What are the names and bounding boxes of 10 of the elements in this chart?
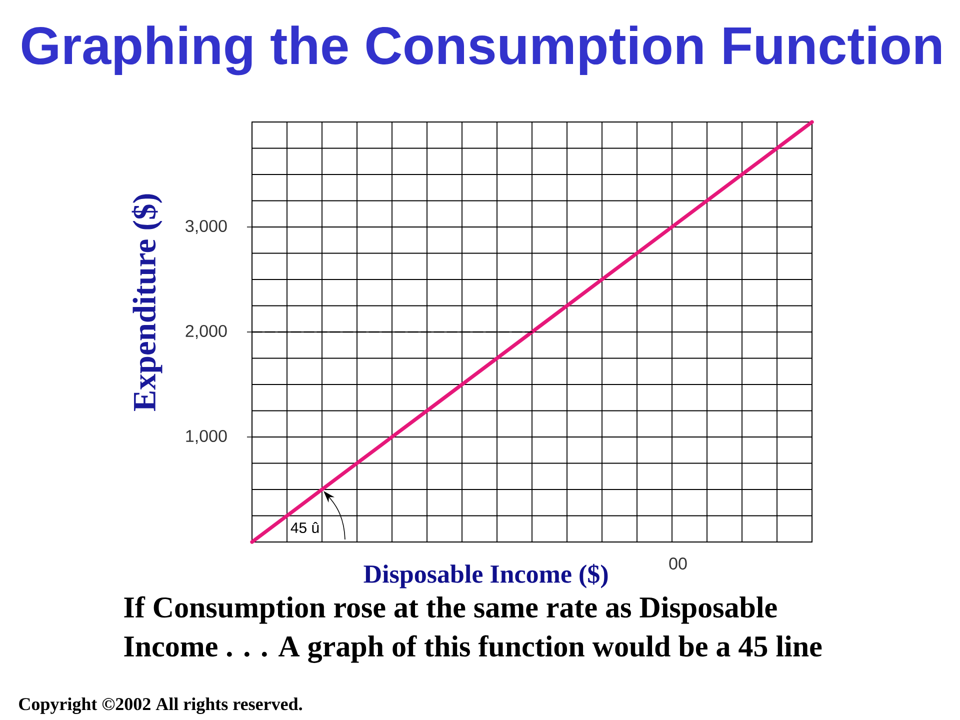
x-axis-title: Disposable Income ($)	[364, 564, 608, 588]
y-tick-label: 2,000	[186, 324, 227, 340]
annotation: 45 û	[290, 522, 319, 534]
chart-title: Graphing the Consumption Function	[22, 26, 942, 76]
y-tick-label: 3,000	[186, 220, 227, 234]
text: Copyright ©2002 All rights reserved.	[19, 698, 302, 714]
text: If Consumption rose at the same rate as Disposable Income . . . A graph of this function would be a 45 line	[124, 596, 822, 663]
y-tick-label: 1,000	[186, 430, 227, 444]
y-axis-title: Expenditure ($)	[132, 194, 162, 412]
x-tick-label: 00	[669, 558, 687, 570]
